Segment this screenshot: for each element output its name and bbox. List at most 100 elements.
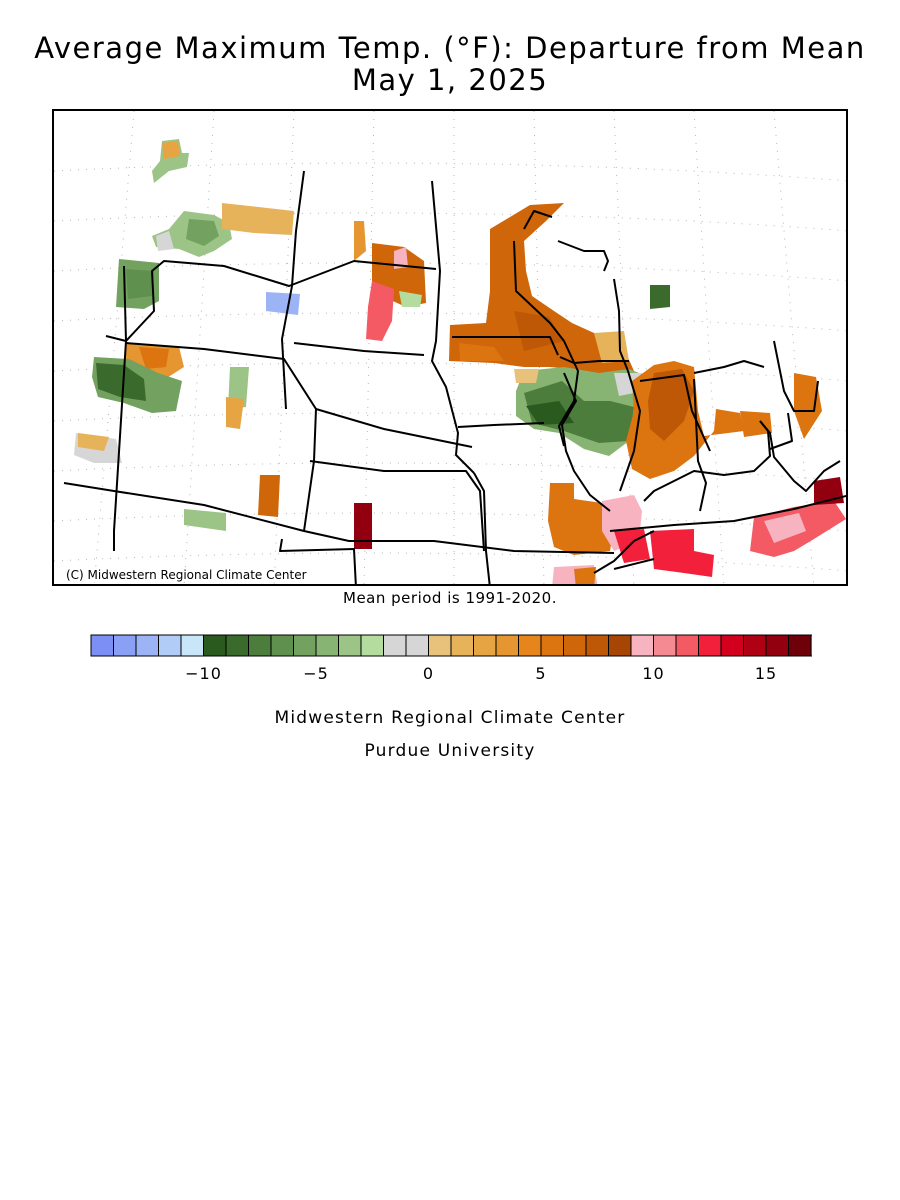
shade-patch	[574, 567, 596, 584]
shade-patch	[524, 381, 634, 443]
boundary-line	[773, 340, 819, 412]
boundary-line	[613, 278, 629, 372]
boundary-line	[759, 420, 841, 492]
legend-tick-label: 0	[422, 664, 435, 683]
legend-swatch	[270, 634, 294, 657]
shade-patch	[266, 292, 300, 315]
legend-swatch	[765, 634, 789, 657]
legend-swatch	[383, 634, 407, 657]
departure-map	[54, 111, 846, 584]
shade-patch	[354, 221, 366, 261]
legend-swatch	[360, 634, 384, 657]
legend-tick-label: −5	[303, 664, 329, 683]
shade-patch	[526, 401, 574, 425]
shade-patch	[354, 503, 372, 549]
shade-patch	[139, 347, 169, 369]
shade-patch	[794, 373, 822, 439]
shade-patch	[399, 291, 422, 307]
legend-swatch	[405, 634, 429, 657]
legend-swatch	[788, 634, 812, 657]
shade-patch	[152, 139, 189, 183]
legend-swatch	[90, 634, 114, 657]
boundary-line	[609, 494, 846, 532]
legend-tick-label: −10	[185, 664, 222, 683]
boundary-line	[559, 356, 629, 364]
legend-swatch	[675, 634, 699, 657]
shade-patch	[126, 269, 154, 299]
boundary-line	[613, 558, 655, 570]
boundary-line	[457, 422, 545, 428]
legend-tick-label: 10	[642, 664, 665, 683]
legend-tick-label: 15	[754, 664, 778, 683]
shade-patch	[449, 203, 634, 377]
legend-swatch	[540, 634, 564, 657]
shade-patch	[648, 369, 694, 441]
boundary-line	[693, 360, 765, 374]
legend-swatch	[315, 634, 339, 657]
legend-swatch	[450, 634, 474, 657]
shade-patch	[78, 433, 109, 451]
mean-period-note: Mean period is 1991-2020.	[343, 589, 557, 607]
shade-patch	[764, 513, 806, 543]
credit-organization: Midwestern Regional Climate Center	[274, 708, 626, 728]
legend-swatch	[135, 634, 159, 657]
legend-swatch	[698, 634, 722, 657]
legend-swatch	[518, 634, 542, 657]
shade-patch	[548, 483, 614, 555]
legend-swatch	[113, 634, 137, 657]
map-date: May 1, 2025	[351, 63, 549, 97]
legend-swatch	[810, 634, 812, 657]
boundary-line	[561, 372, 611, 512]
boundary-line	[113, 265, 127, 551]
boundary-line	[473, 472, 491, 584]
legend-swatch	[158, 634, 182, 657]
boundary-line	[513, 240, 579, 447]
legend-swatch	[428, 634, 452, 657]
legend-swatch	[248, 634, 272, 657]
departure-shading	[74, 139, 846, 584]
legend-swatch	[225, 634, 249, 657]
shade-patch	[650, 285, 670, 309]
legend-swatch	[563, 634, 587, 657]
legend-swatch	[495, 634, 519, 657]
shade-patch	[226, 397, 244, 429]
boundary-line	[105, 260, 437, 342]
legend-swatch	[338, 634, 362, 657]
legend-swatch	[653, 634, 677, 657]
color-legend	[90, 634, 812, 657]
shade-patch	[156, 231, 174, 251]
shade-patch	[394, 247, 408, 269]
legend-swatch	[585, 634, 609, 657]
boundary-line	[523, 210, 553, 230]
shade-patch	[366, 281, 394, 341]
shade-patch	[186, 219, 219, 246]
legend-swatch	[293, 634, 317, 657]
boundary-line	[125, 342, 317, 532]
boundary-line	[315, 408, 473, 448]
boundary-line	[643, 420, 771, 502]
boundary-line	[769, 412, 793, 450]
shade-patch	[96, 363, 146, 401]
legend-swatch	[473, 634, 497, 657]
shade-patch	[459, 343, 504, 361]
shade-patch	[258, 475, 280, 517]
shade-patch	[222, 203, 294, 235]
legend-swatch	[608, 634, 632, 657]
legend-swatch	[630, 634, 654, 657]
state-boundaries	[63, 170, 846, 584]
legend-swatch	[743, 634, 767, 657]
credit-university: Purdue University	[364, 741, 536, 761]
shade-patch	[514, 369, 539, 383]
boundary-line	[281, 170, 305, 410]
boundary-line	[293, 342, 425, 356]
boundary-line	[557, 240, 609, 272]
boundary-line	[63, 482, 615, 554]
map-copyright: (C) Midwestern Regional Climate Center	[64, 568, 309, 582]
boundary-line	[619, 370, 641, 492]
boundary-line	[431, 180, 475, 474]
map-title: Average Maximum Temp. (°F): Departure fr…	[34, 31, 866, 65]
shade-patch	[162, 141, 180, 159]
boundary-line	[452, 336, 559, 356]
legend-swatch	[720, 634, 744, 657]
shade-patch	[614, 529, 650, 563]
